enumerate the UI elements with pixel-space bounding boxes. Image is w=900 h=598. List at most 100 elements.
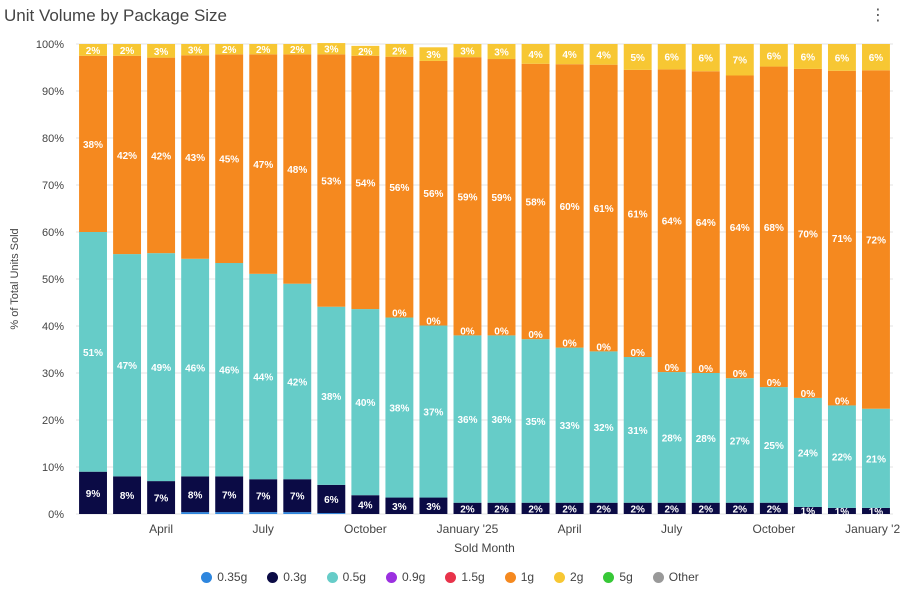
y-axis-title: % of Total Units Sold (9, 228, 21, 329)
legend-label: 0.9g (401, 570, 426, 584)
data-label: 3% (188, 46, 203, 57)
legend-item[interactable]: 0.9g (385, 570, 426, 584)
legend-item[interactable]: 2g (554, 570, 583, 584)
data-label: 60% (560, 202, 580, 213)
bar-segment-1g (453, 57, 482, 336)
bar-segment-2g (793, 44, 822, 69)
data-label: 0% (801, 389, 816, 400)
data-label: 2% (86, 46, 101, 57)
bar-segment-0-5g (759, 387, 788, 503)
data-label: 2% (528, 504, 543, 515)
data-label: 3% (392, 502, 407, 513)
bar-segment-2g (385, 44, 414, 57)
data-label: 61% (628, 209, 648, 220)
legend-item[interactable]: 0.5g (326, 570, 366, 584)
x-tick-label: July (253, 522, 274, 536)
data-label: 0% (460, 326, 475, 337)
legend-item[interactable]: 0.35g (201, 570, 247, 584)
data-label: 0% (426, 317, 441, 328)
data-label: 38% (321, 392, 341, 403)
data-label: 42% (151, 151, 171, 162)
data-label: 6% (869, 53, 884, 64)
data-label: 2% (630, 504, 645, 515)
bar-segment-0-5g (385, 317, 414, 498)
data-label: 0% (562, 339, 577, 350)
bar-segment-2g (487, 44, 516, 60)
data-label: 7% (733, 56, 748, 67)
bar-segment-2g (589, 44, 618, 65)
bar-segment-1g (623, 69, 652, 358)
data-label: 0% (835, 396, 850, 407)
bar-segment-0-3g (317, 484, 346, 514)
data-label: 64% (730, 223, 750, 234)
bar-segment-2g (759, 44, 788, 67)
data-label: 0% (392, 309, 407, 320)
bar-segment-0-3g (181, 476, 210, 513)
bar-segment-0-5g (555, 347, 584, 503)
bar-segment-2g (725, 44, 754, 76)
data-label: 46% (185, 364, 205, 375)
bar-segment-0-3g (759, 502, 788, 514)
bar-segment-0-3g (862, 507, 890, 514)
legend-item[interactable]: 1.5g (445, 570, 485, 584)
bar-segment-1g (555, 64, 584, 348)
bar-segment-0-3g (725, 502, 754, 514)
data-label: 71% (832, 234, 852, 245)
bar-segment-2g (79, 44, 107, 56)
bar-segment-0-3g (215, 476, 244, 513)
bar-segment-2g (623, 44, 652, 70)
bar-segment-1g (113, 55, 142, 255)
data-label: 0% (733, 369, 748, 380)
legend-dot-icon (603, 571, 615, 583)
data-label: 21% (866, 454, 886, 465)
bar-segment-1g (725, 75, 754, 379)
bar-segment-2g (657, 44, 686, 70)
bar-segment-0-35g (215, 512, 244, 514)
bar-segment-2g (555, 44, 584, 65)
bar-segment-0-5g (793, 397, 822, 507)
bar-segment-0-3g (623, 502, 652, 514)
data-label: 2% (256, 45, 271, 56)
data-label: 36% (457, 415, 477, 426)
bar-segment-0-5g (317, 306, 346, 485)
bar-segment-0-3g (657, 502, 686, 514)
x-tick-label: April (149, 522, 173, 536)
data-label: 4% (596, 50, 611, 61)
bar-segment-0-5g (521, 339, 550, 503)
y-tick-label: 60% (42, 227, 64, 239)
bar-segment-0-3g (419, 497, 448, 514)
data-label: 3% (494, 48, 509, 59)
data-label: 64% (696, 218, 716, 229)
x-tick-label: October (344, 522, 387, 536)
legend-item[interactable]: 5g (603, 570, 633, 584)
grid-layer (76, 43, 893, 515)
bar-segment-2g (283, 44, 312, 55)
data-label: 6% (699, 54, 714, 65)
data-label: 40% (355, 398, 375, 409)
data-label: 68% (764, 223, 784, 234)
legend-item[interactable]: 1g (504, 570, 534, 584)
bar-segment-0-5g (827, 405, 856, 508)
y-tick-label: 20% (42, 415, 64, 427)
bar-segment-1g (181, 55, 210, 259)
data-label: 49% (151, 363, 171, 374)
data-label: 38% (83, 140, 103, 151)
more-vertical-icon[interactable]: ⋮ (870, 7, 886, 24)
data-label: 37% (423, 408, 443, 419)
data-label: 44% (253, 373, 273, 384)
bar-segment-1g (487, 59, 516, 336)
data-label: 3% (426, 502, 441, 513)
legend-label: 0.3g (283, 570, 307, 584)
data-label: 43% (185, 153, 205, 164)
bar-segment-0-5g (215, 263, 244, 477)
data-label: 0% (767, 378, 782, 389)
legend-item[interactable]: Other (652, 570, 699, 584)
bar-segment-0-35g (283, 512, 312, 514)
data-label: 2% (562, 504, 577, 515)
bar-segment-1g (317, 54, 346, 307)
bar-segment-0-3g (555, 502, 584, 514)
legend-dot-icon (445, 571, 457, 583)
data-label: 27% (730, 436, 750, 447)
data-label: 35% (526, 417, 546, 428)
legend-item[interactable]: 0.3g (267, 570, 307, 584)
